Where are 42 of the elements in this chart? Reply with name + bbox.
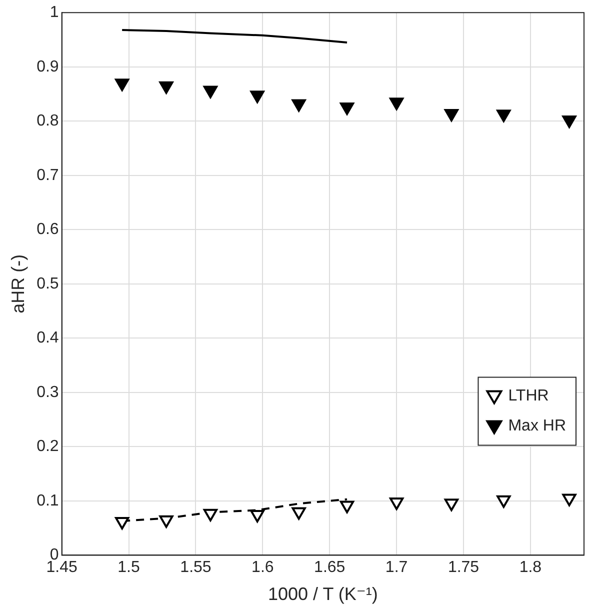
y-tick-label: 0.8 <box>36 112 59 130</box>
x-tick-label: 1.6 <box>252 559 274 576</box>
x-tick-label: 1.5 <box>118 559 140 576</box>
y-tick-label: 0.2 <box>36 438 59 456</box>
y-tick-label: 1 <box>50 4 59 22</box>
x-axis-title: 1000 / T (K⁻¹) <box>268 584 378 604</box>
x-tick-label: 1.65 <box>314 559 346 576</box>
y-axis-title: aHR (-) <box>8 254 28 314</box>
point <box>562 116 576 128</box>
point <box>444 109 459 122</box>
x-tick-label: 1.45 <box>46 559 78 576</box>
legend-label: Max HR <box>508 418 566 435</box>
point <box>444 498 459 512</box>
legend-label: LTHR <box>508 388 549 405</box>
point <box>389 498 404 510</box>
y-tick-label: 0.4 <box>36 330 59 347</box>
point <box>292 99 306 112</box>
point <box>562 494 576 506</box>
point <box>115 78 130 92</box>
point <box>292 507 306 520</box>
point <box>159 515 174 528</box>
point <box>389 98 404 110</box>
y-tick-label: 0.7 <box>36 166 59 184</box>
point <box>340 102 354 116</box>
point <box>159 81 174 94</box>
x-tick-label: 1.8 <box>519 559 542 576</box>
point <box>203 86 218 98</box>
y-tick-label: 0.9 <box>36 58 59 76</box>
point <box>340 500 354 514</box>
x-tick-label: 1.55 <box>180 559 212 576</box>
y-tick-label: 0.5 <box>36 275 59 292</box>
y-tick-label: 0.3 <box>36 384 59 401</box>
y-tick-label: 0.1 <box>36 492 59 510</box>
point <box>250 90 264 104</box>
point <box>496 110 511 122</box>
point <box>250 510 264 523</box>
point <box>203 508 218 522</box>
point <box>115 517 130 530</box>
x-tick-label: 1.7 <box>385 559 408 576</box>
y-tick-label: 0.6 <box>36 221 59 238</box>
x-tick-label: 1.75 <box>448 559 480 576</box>
point <box>496 495 511 508</box>
